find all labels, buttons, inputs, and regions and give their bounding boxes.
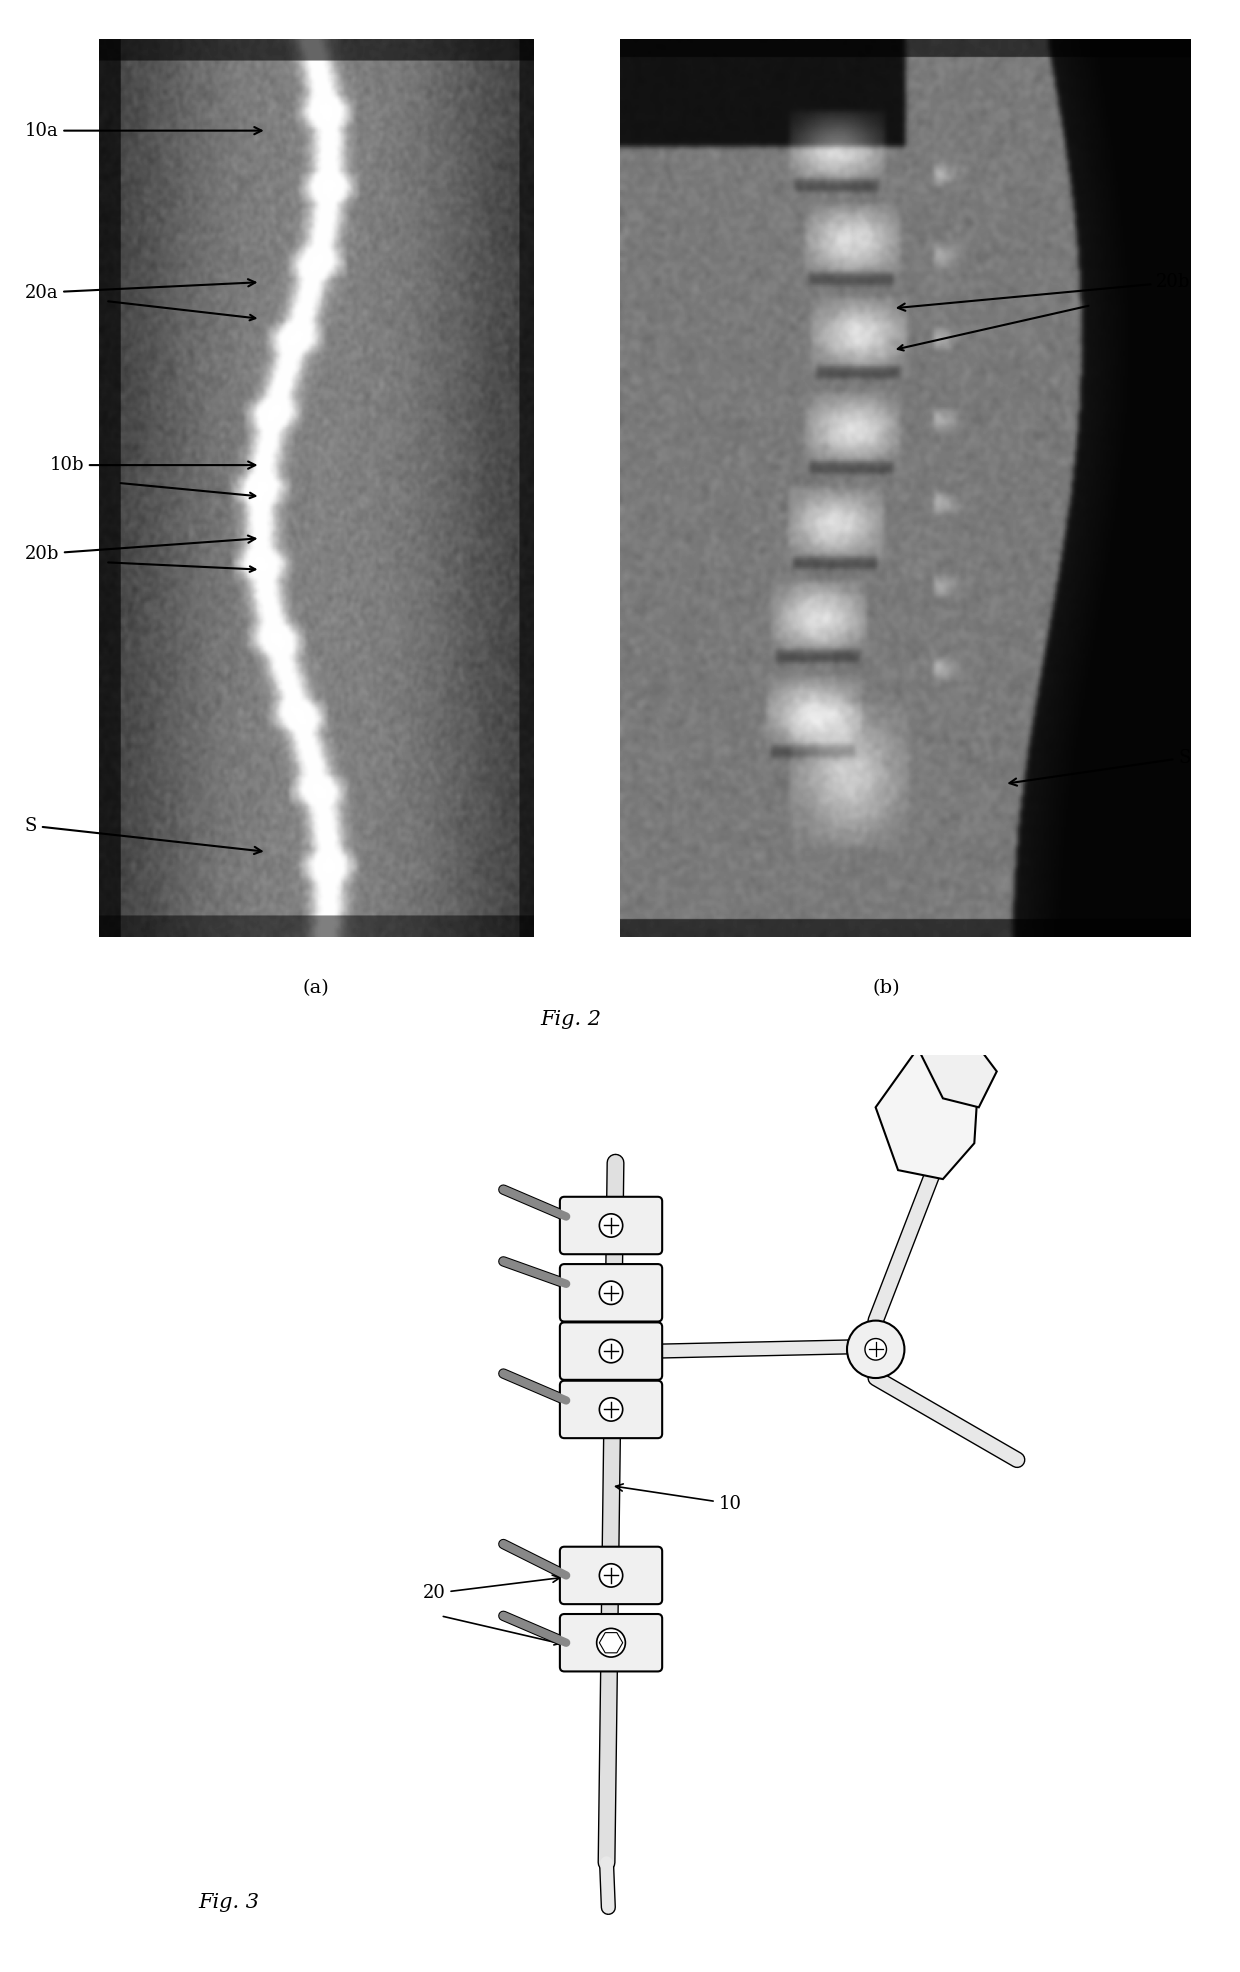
Circle shape [599,1339,622,1363]
Text: 20b: 20b [25,536,255,562]
FancyBboxPatch shape [560,1264,662,1321]
Circle shape [599,1564,622,1587]
Circle shape [599,1282,622,1303]
Polygon shape [599,1633,622,1653]
Circle shape [599,1631,622,1655]
Polygon shape [920,1035,997,1108]
Text: (a): (a) [303,978,330,996]
FancyBboxPatch shape [560,1380,662,1438]
FancyBboxPatch shape [560,1197,662,1254]
Circle shape [599,1215,622,1236]
Circle shape [866,1339,887,1361]
Circle shape [599,1398,622,1422]
Polygon shape [875,1045,978,1179]
Text: Fig. 2: Fig. 2 [539,1010,601,1029]
Circle shape [596,1629,625,1656]
Text: 20: 20 [423,1576,559,1603]
Text: 10b: 10b [50,456,255,473]
Text: S: S [1009,749,1190,785]
Text: 10a: 10a [25,122,262,140]
Text: 10: 10 [615,1483,742,1513]
Circle shape [847,1321,904,1378]
Text: (b): (b) [873,978,900,996]
Text: 20b: 20b [898,274,1190,312]
FancyBboxPatch shape [560,1613,662,1672]
Text: 20a: 20a [25,280,255,302]
Text: Fig. 3: Fig. 3 [198,1893,259,1913]
Text: S: S [25,816,262,854]
FancyBboxPatch shape [560,1323,662,1380]
FancyBboxPatch shape [560,1546,662,1603]
